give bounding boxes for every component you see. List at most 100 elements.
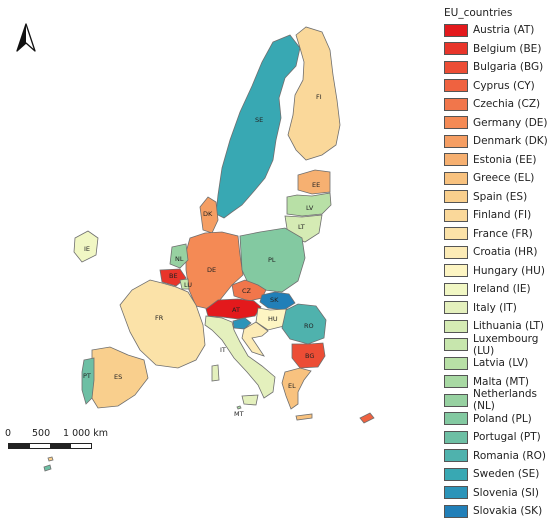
scale-bar: 0 500 1 000 km xyxy=(5,428,108,458)
legend-swatch xyxy=(444,504,468,518)
legend-item: Spain (ES) xyxy=(444,188,548,207)
legend-item: Ireland (IE) xyxy=(444,280,548,299)
legend-swatch xyxy=(444,97,468,111)
legend-label: Slovenia (SI) xyxy=(473,486,539,499)
legend-swatch xyxy=(444,79,468,93)
legend-label: Denmark (DK) xyxy=(473,135,548,148)
legend-label: Cyprus (CY) xyxy=(473,79,535,92)
legend-label: Spain (ES) xyxy=(473,190,528,203)
country-it-sicily[interactable] xyxy=(241,394,259,406)
legend-swatch xyxy=(444,190,468,204)
country-lv[interactable] xyxy=(286,192,332,217)
label-ro: RO xyxy=(304,322,314,330)
country-it[interactable] xyxy=(204,315,276,399)
label-pl: PL xyxy=(268,256,276,264)
legend-label: Ireland (IE) xyxy=(473,283,531,296)
label-it: IT xyxy=(220,346,226,354)
legend-swatch xyxy=(444,264,468,278)
label-ee: EE xyxy=(312,181,320,189)
legend-item: Sweden (SE) xyxy=(444,465,548,484)
legend-item: Poland (PL) xyxy=(444,410,548,429)
country-de[interactable] xyxy=(185,231,244,310)
legend-swatch xyxy=(444,449,468,463)
legend: EU_countries Austria (AT) Belgium (BE) Bul… xyxy=(444,6,548,521)
legend-swatch xyxy=(444,134,468,148)
legend-label: Sweden (SE) xyxy=(473,468,540,481)
legend-label: Germany (DE) xyxy=(473,116,548,129)
country-hr[interactable] xyxy=(241,321,269,357)
country-ie[interactable] xyxy=(73,230,99,263)
country-bg[interactable] xyxy=(291,342,326,369)
label-at: AT xyxy=(232,306,240,314)
legend-label: Estonia (EE) xyxy=(473,153,537,166)
legend-swatch xyxy=(444,430,468,444)
legend-swatch xyxy=(444,375,468,389)
country-ro[interactable] xyxy=(281,303,327,345)
label-be: BE xyxy=(169,272,178,280)
legend-item: France (FR) xyxy=(444,225,548,244)
country-pl[interactable] xyxy=(239,227,306,293)
country-es-islands[interactable] xyxy=(47,456,54,462)
legend-item: Czechia (CZ) xyxy=(444,95,548,114)
legend-item: Belgium (BE) xyxy=(444,40,548,59)
country-ee[interactable] xyxy=(297,169,331,195)
label-hu: HU xyxy=(268,315,278,323)
country-mt[interactable] xyxy=(236,405,242,410)
legend-swatch xyxy=(444,467,468,481)
country-se[interactable] xyxy=(215,34,301,219)
country-pt[interactable] xyxy=(81,357,95,405)
scale-bar-graphic xyxy=(8,443,92,449)
legend-label: Belgium (BE) xyxy=(473,42,542,55)
legend-swatch xyxy=(444,227,468,241)
country-pt-islands[interactable] xyxy=(43,464,52,472)
label-mt: MT xyxy=(234,410,244,418)
label-lv: LV xyxy=(306,204,314,212)
legend-item: Germany (DE) xyxy=(444,114,548,133)
country-el[interactable] xyxy=(281,367,312,410)
legend-swatch xyxy=(444,301,468,315)
legend-swatch xyxy=(444,60,468,74)
legend-swatch xyxy=(444,356,468,370)
legend-label: Latvia (LV) xyxy=(473,357,529,370)
legend-label: Finland (FI) xyxy=(473,209,532,222)
legend-item: Austria (AT) xyxy=(444,21,548,40)
country-el-crete[interactable] xyxy=(295,413,313,421)
legend-item: Malta (MT) xyxy=(444,373,548,392)
legend-items: Austria (AT) Belgium (BE) Bulgaria (BG) Cyp… xyxy=(444,21,548,521)
legend-item: Bulgaria (BG) xyxy=(444,58,548,77)
country-si[interactable] xyxy=(232,317,252,330)
country-sk[interactable] xyxy=(259,291,296,311)
country-fr[interactable] xyxy=(119,279,206,369)
label-nl: NL xyxy=(175,255,184,263)
country-cz[interactable] xyxy=(231,279,267,302)
legend-swatch xyxy=(444,319,468,333)
country-nl[interactable] xyxy=(169,243,189,269)
legend-item: Luxembourg (LU) xyxy=(444,332,548,357)
legend-label: Romania (RO) xyxy=(473,449,547,462)
legend-label: Poland (PL) xyxy=(473,412,532,425)
label-dk: DK xyxy=(203,210,213,218)
legend-item: Portugal (PT) xyxy=(444,428,548,447)
country-lu[interactable] xyxy=(179,278,190,290)
label-cz: CZ xyxy=(242,287,252,295)
legend-label: Portugal (PT) xyxy=(473,431,541,444)
label-bg: BG xyxy=(305,352,314,360)
label-ie: IE xyxy=(84,245,90,253)
legend-item: Cyprus (CY) xyxy=(444,77,548,96)
legend-item: Finland (FI) xyxy=(444,206,548,225)
label-fr: FR xyxy=(155,314,164,322)
label-de: DE xyxy=(207,266,216,274)
country-it-sardinia[interactable] xyxy=(211,364,220,382)
legend-swatch xyxy=(444,412,468,426)
legend-label: Bulgaria (BG) xyxy=(473,61,544,74)
legend-label: Luxembourg (LU) xyxy=(473,332,539,357)
legend-label: Slovakia (SK) xyxy=(473,505,543,518)
label-es: ES xyxy=(114,373,122,381)
legend-swatch xyxy=(444,245,468,259)
label-el: EL xyxy=(288,382,296,390)
legend-label: Austria (AT) xyxy=(473,24,535,37)
legend-swatch xyxy=(444,42,468,56)
country-cy[interactable] xyxy=(359,412,375,424)
country-dk[interactable] xyxy=(199,196,219,234)
country-fi[interactable] xyxy=(287,26,341,161)
